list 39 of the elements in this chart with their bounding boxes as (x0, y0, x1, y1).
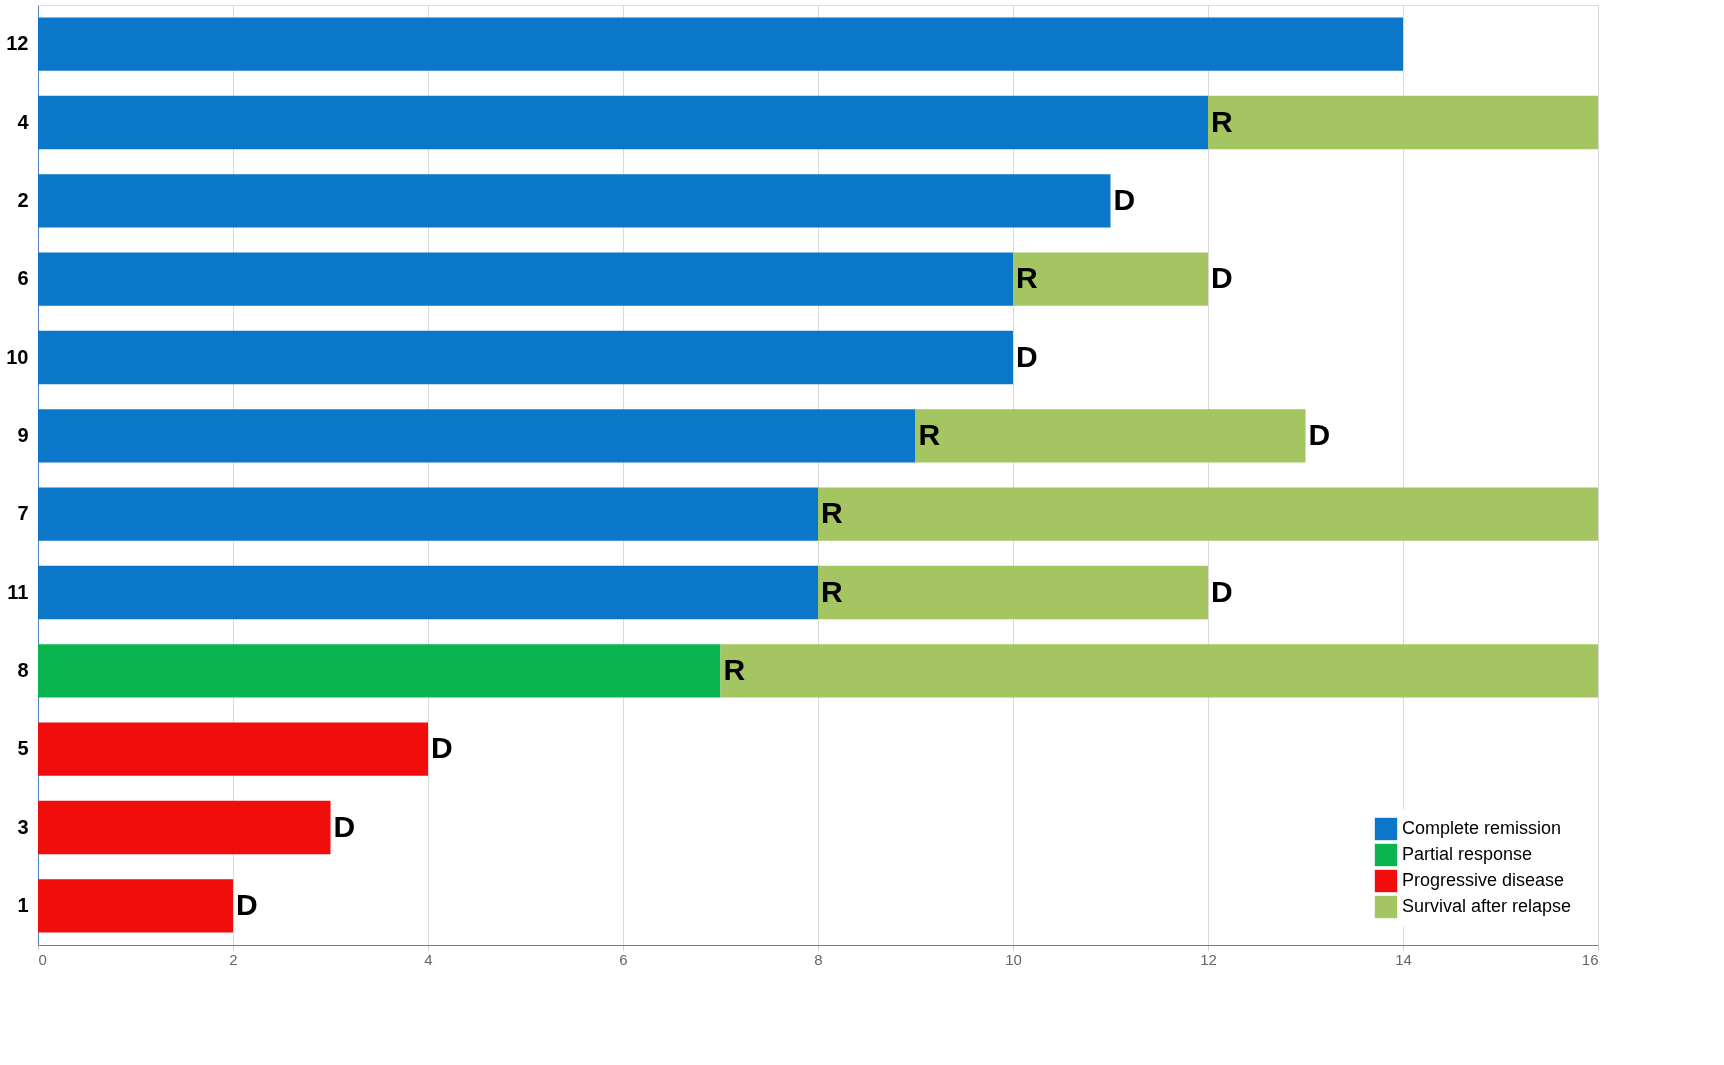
y-tick-label: 5 (17, 737, 29, 760)
annotation: R (918, 417, 941, 451)
annotation: D (1016, 339, 1038, 373)
x-tick-label: 12 (1200, 950, 1217, 968)
legend-label: Survival after relapse (1402, 896, 1572, 916)
x-tick-label: 8 (814, 950, 823, 968)
annotation: R (1211, 104, 1233, 138)
x-tick-label: 6 (619, 950, 628, 968)
annotation: D (431, 731, 453, 765)
legend-label: Progressive disease (1402, 870, 1565, 890)
y-tick-label: 2 (17, 188, 29, 211)
annotation: R (821, 496, 843, 530)
annotation: R (723, 652, 746, 686)
annotation: R (821, 574, 843, 608)
y-tick-label: 11 (7, 580, 29, 603)
y-tick-label: 4 (17, 110, 30, 133)
y-tick-label: 8 (17, 658, 29, 681)
legend-label: Complete remission (1402, 818, 1562, 838)
x-tick-label: 10 (1005, 950, 1022, 968)
y-tick-label: 10 (6, 345, 29, 368)
x-tick-label: 16 (1581, 950, 1599, 968)
y-tick-label: 7 (17, 502, 29, 525)
x-tick-label: 2 (229, 950, 238, 968)
y-tick-label: 6 (17, 267, 29, 290)
annotation: D (236, 887, 258, 921)
annotation: R (1016, 261, 1038, 295)
annotation: D (333, 809, 356, 843)
x-tick-label: 4 (424, 950, 433, 968)
x-tick-label: 14 (1395, 950, 1412, 968)
annotation: D (1113, 182, 1136, 216)
annotation: D (1211, 574, 1233, 608)
x-tick-label: 0 (38, 950, 47, 968)
y-tick-label: 3 (17, 815, 29, 838)
y-tick-label: 9 (17, 423, 29, 446)
annotation: D (1211, 261, 1233, 295)
y-tick-label: 1 (17, 893, 29, 916)
y-tick-label: 12 (6, 32, 29, 55)
annotation: D (1308, 417, 1331, 451)
legend-label: Partial response (1402, 844, 1533, 864)
